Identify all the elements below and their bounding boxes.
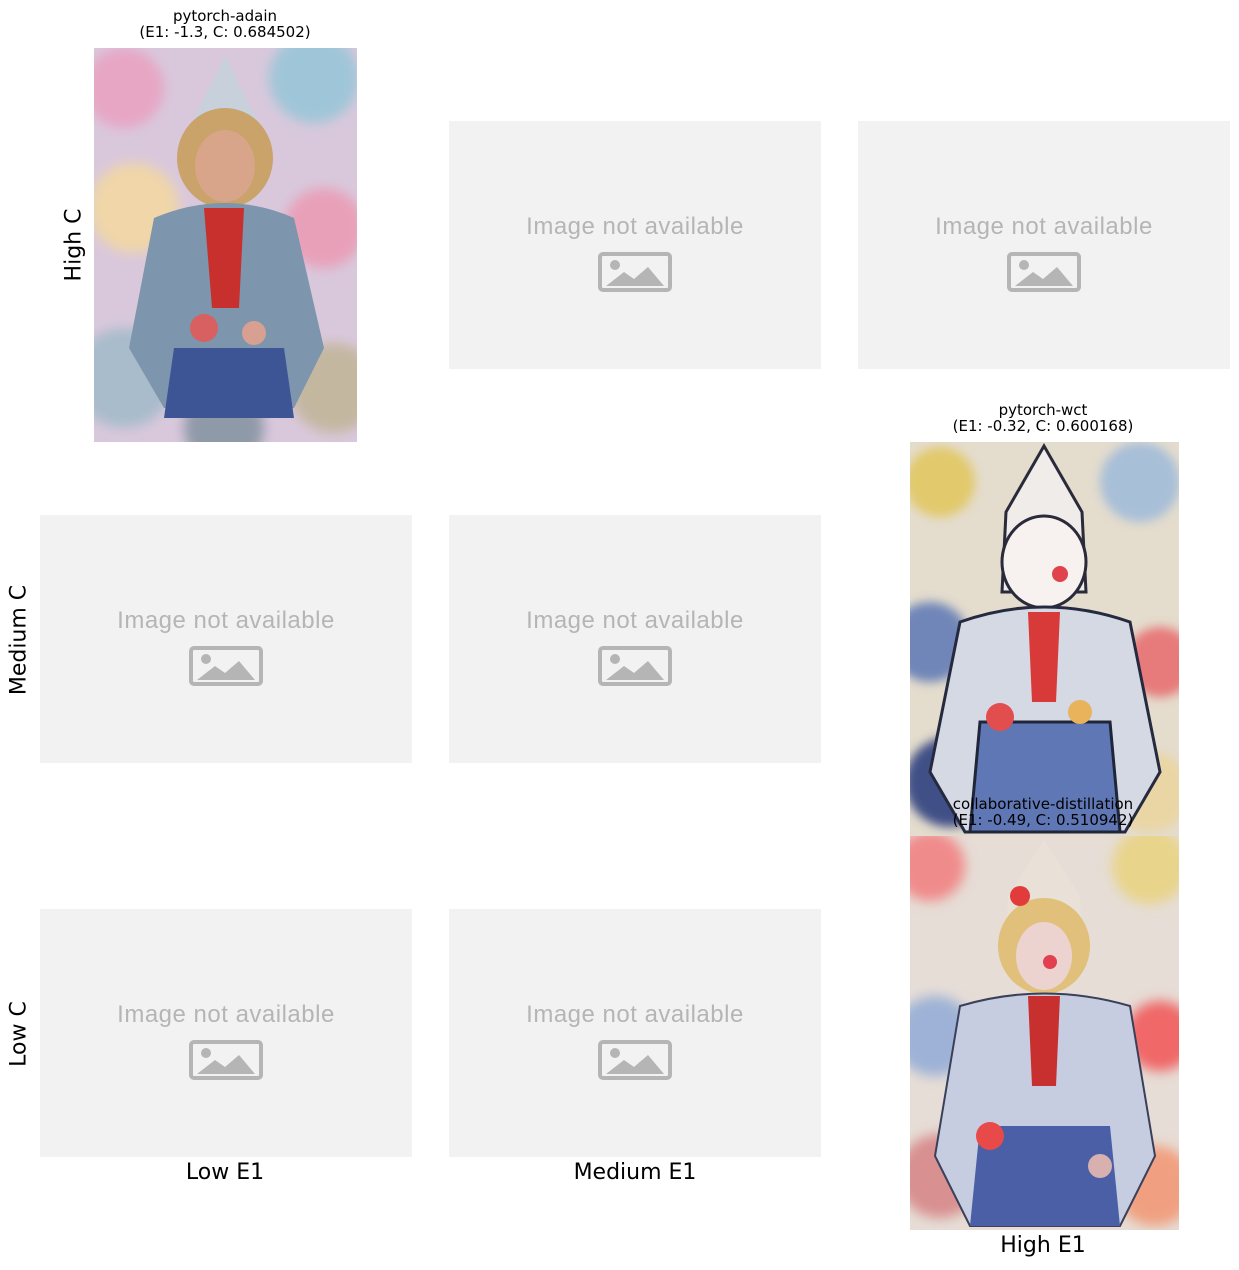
col-label-medium-e1: Medium E1 [573,1160,697,1185]
panel-title-adain: pytorch-adain (E1: -1.3, C: 0.684502) [125,8,325,40]
image-icon [598,646,672,686]
row-label-high-c: High C [61,208,87,282]
panel-title-line2: (E1: -0.32, C: 0.600168) [952,417,1134,435]
panel-title-line1: pytorch-adain [172,7,278,25]
panel-title-line1: collaborative-distillation [952,795,1134,813]
row-label-medium-c: Medium C [6,584,32,696]
placeholder-text: Image not available [117,1001,335,1028]
stylized-image-adain [94,48,357,442]
image-icon [189,646,263,686]
image-placeholder: Image not available [449,121,821,369]
image-placeholder: Image not available [858,121,1230,369]
placeholder-text: Image not available [935,213,1153,240]
image-icon [189,1040,263,1080]
image-placeholder: Image not available [40,909,412,1157]
panel-title-line2: (E1: -1.3, C: 0.684502) [139,23,311,41]
placeholder-text: Image not available [526,213,744,240]
placeholder-text: Image not available [526,1001,744,1028]
image-icon [598,1040,672,1080]
image-placeholder: Image not available [40,515,412,763]
row-label-low-c: Low C [6,1001,32,1067]
col-label-low-e1: Low E1 [185,1160,265,1185]
panel-title-wct: pytorch-wct (E1: -0.32, C: 0.600168) [943,402,1143,434]
image-placeholder: Image not available [449,515,821,763]
image-icon [1007,252,1081,292]
placeholder-text: Image not available [117,607,335,634]
panel-title-line1: pytorch-wct [998,401,1088,419]
placeholder-text: Image not available [526,607,744,634]
col-label-high-e1: High E1 [1000,1233,1086,1258]
image-icon [598,252,672,292]
panel-title-line2: (E1: -0.49, C: 0.510942) [952,811,1134,829]
image-placeholder: Image not available [449,909,821,1157]
panel-title-collab: collaborative-distillation (E1: -0.49, C… [918,796,1168,828]
stylized-image-wct [910,442,1179,836]
stylized-image-collab [910,836,1179,1230]
